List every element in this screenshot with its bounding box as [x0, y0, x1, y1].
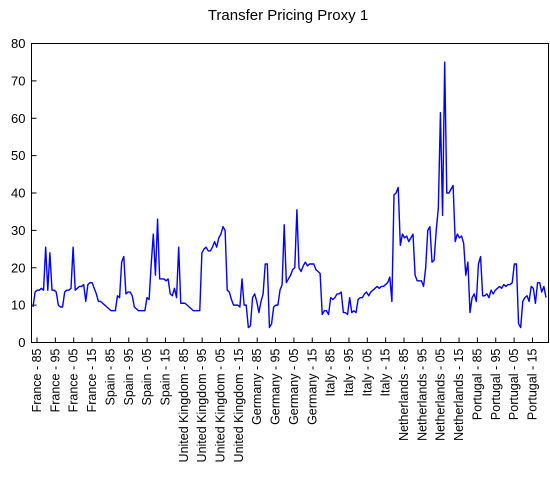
x-tick-label-20: Netherlands - 85 — [397, 348, 411, 440]
y-tick-label-0: 0 — [18, 335, 25, 350]
x-tick-label-6: Spain - 05 — [140, 348, 154, 405]
x-tick-label-1: France - 95 — [48, 348, 62, 412]
x-tick-label-24: Portugal - 85 — [470, 348, 484, 420]
y-tick-label-2: 20 — [11, 260, 25, 275]
x-tick-label-15: Germany - 15 — [305, 348, 319, 424]
plot-frame — [31, 43, 549, 343]
y-tick-label-4: 40 — [11, 186, 25, 201]
x-tick-label-9: United Kingdom - 95 — [195, 348, 209, 462]
x-tick-label-7: Spain - 15 — [158, 348, 172, 405]
x-tick-label-8: United Kingdom - 85 — [177, 348, 191, 462]
x-tick-label-14: Germany - 05 — [287, 348, 301, 424]
x-tick-label-18: Italy - 05 — [360, 348, 374, 396]
x-tick-label-10: United Kingdom - 05 — [214, 348, 228, 462]
x-tick-label-2: France - 05 — [67, 348, 81, 412]
x-tick-label-4: Spain - 85 — [103, 348, 117, 405]
x-tick-label-17: Italy - 95 — [342, 348, 356, 396]
y-tick-label-1: 10 — [11, 298, 25, 313]
x-tick-label-25: Portugal - 95 — [489, 348, 503, 420]
x-tick-label-21: Netherlands - 95 — [415, 348, 429, 440]
x-tick-label-23: Netherlands - 15 — [452, 348, 466, 440]
y-axis: 0 10 20 30 40 50 60 70 80 — [11, 36, 37, 350]
x-tick-label-11: United Kingdom - 15 — [232, 348, 246, 462]
x-tick-label-3: France - 15 — [85, 348, 99, 412]
x-tick-label-19: Italy - 15 — [379, 348, 393, 396]
y-tick-label-6: 60 — [11, 111, 25, 126]
x-axis: France - 85 France - 95 France - 05 France … — [30, 337, 539, 462]
series-line — [32, 61, 547, 329]
x-tick-label-27: Portugal - 15 — [525, 348, 539, 420]
x-tick-label-13: Germany - 95 — [269, 348, 283, 424]
x-tick-label-26: Portugal - 05 — [507, 348, 521, 420]
x-tick-label-5: Spain - 95 — [122, 348, 136, 405]
x-tick-label-22: Netherlands - 05 — [434, 348, 448, 440]
chart-title: Transfer Pricing Proxy 1 — [208, 7, 368, 24]
y-tick-label-8: 80 — [11, 36, 25, 51]
x-tick-label-16: Italy - 85 — [324, 348, 338, 396]
y-tick-label-5: 50 — [11, 148, 25, 163]
y-tick-label-7: 70 — [11, 73, 25, 88]
x-tick-label-12: Germany - 85 — [250, 348, 264, 424]
y-tick-label-3: 30 — [11, 223, 25, 238]
x-tick-label-0: France - 85 — [30, 348, 44, 412]
